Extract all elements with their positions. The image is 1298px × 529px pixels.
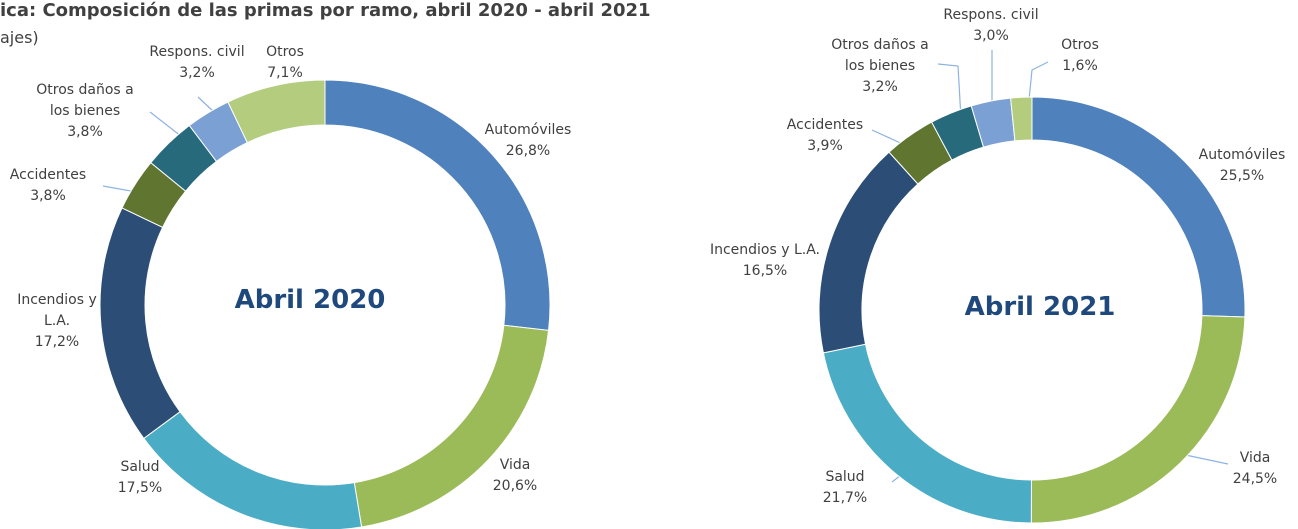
segment-label: Otros: [1061, 37, 1099, 53]
segment-label: Accidentes: [9, 167, 87, 183]
value-label: 17,2%: [34, 334, 80, 350]
label-group: Otros daños a los bienes 3,8%: [25, 80, 145, 143]
segment-label: Vida: [499, 457, 531, 473]
value-label: 3,2%: [862, 79, 898, 95]
segment-label: Salud: [825, 469, 865, 485]
label-group: Automóviles 25,5%: [1182, 145, 1298, 187]
label-group: Respons. civil 3,0%: [936, 5, 1046, 47]
label-group: Incendios y L.A. 17,2%: [12, 290, 102, 353]
value-label: 21,7%: [822, 490, 868, 506]
segment-label: Automóviles: [1198, 147, 1286, 163]
segment-label: Otros daños a los bienes: [36, 82, 134, 119]
value-label: 20,6%: [492, 478, 538, 494]
value-label: 3,2%: [179, 65, 215, 81]
label-group: Incendios y L.A. 16,5%: [695, 240, 835, 282]
segment-label: Incendios y L.A.: [17, 292, 97, 329]
label-group: Salud 21,7%: [805, 467, 885, 509]
donut-title: Abril 2021: [964, 292, 1116, 322]
value-label: 3,8%: [67, 124, 103, 140]
donut-segment: [1010, 96, 1033, 142]
label-group: Automóviles 26,8%: [468, 120, 588, 162]
label-group: Accidentes 3,8%: [0, 165, 98, 207]
donut-segment: [1030, 315, 1246, 524]
value-label: 25,5%: [1219, 168, 1265, 184]
segment-label: Automóviles: [484, 122, 572, 138]
segment-label: Salud: [120, 459, 160, 475]
label-group: Vida 24,5%: [1215, 448, 1295, 490]
segment-label: Accidentes: [786, 117, 864, 133]
value-label: 17,5%: [117, 480, 163, 496]
value-label: 1,6%: [1062, 58, 1098, 74]
value-label: 16,5%: [742, 263, 788, 279]
leader-line: [197, 96, 215, 113]
value-label: 3,0%: [973, 28, 1009, 44]
label-group: Respons. civil 3,2%: [142, 42, 252, 84]
segment-label: Incendios y L.A.: [709, 242, 821, 258]
value-label: 26,8%: [505, 143, 551, 159]
label-group: Accidentes 3,9%: [775, 115, 875, 157]
value-label: 3,8%: [30, 188, 66, 204]
page-subtitle: ajes): [0, 28, 39, 47]
label-group: Vida 20,6%: [475, 455, 555, 497]
leader-line: [871, 129, 906, 146]
value-label: 24,5%: [1232, 471, 1278, 487]
segment-label: Vida: [1239, 450, 1271, 466]
label-group: Otros 7,1%: [245, 42, 325, 84]
label-group: Otros 1,6%: [1040, 35, 1120, 77]
segment-label: Respons. civil: [943, 7, 1039, 23]
donut-segment: [99, 207, 181, 440]
value-label: 7,1%: [267, 65, 303, 81]
donut-segment: [227, 79, 326, 144]
donut-segment: [1031, 96, 1246, 318]
label-group: Salud 17,5%: [100, 457, 180, 499]
donut-title: Abril 2020: [234, 285, 386, 315]
page-title: ica: Composición de las primas por ramo,…: [0, 0, 651, 21]
segment-label: Respons. civil: [149, 44, 245, 60]
segment-label: Otros: [266, 44, 304, 60]
label-group: Otros daños a los bienes 3,2%: [820, 35, 940, 98]
segment-label: Otros daños a los bienes: [831, 37, 929, 74]
value-label: 3,9%: [807, 138, 843, 154]
